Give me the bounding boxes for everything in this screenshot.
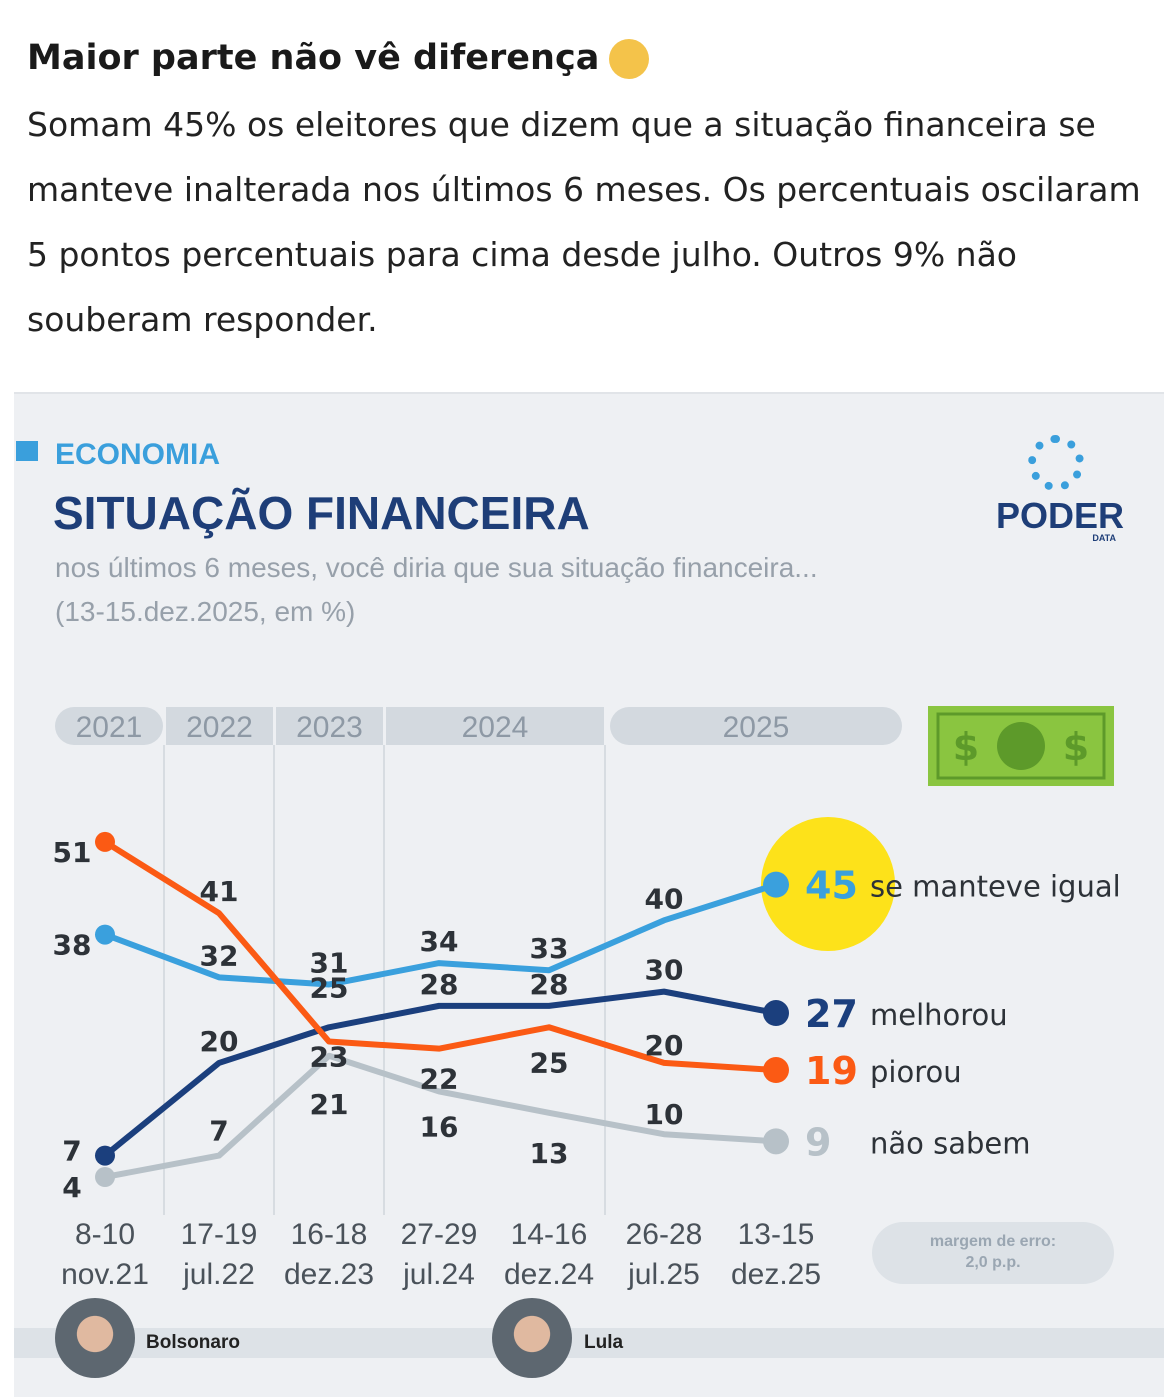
data-label: 20 xyxy=(645,1029,684,1062)
year-band xyxy=(166,707,273,745)
post-text: Maior parte não vê diferença Somam 45% o… xyxy=(27,30,1147,352)
data-label: 16 xyxy=(420,1110,459,1143)
president-name: Bolsonaro xyxy=(146,1332,240,1353)
post-body: Somam 45% os eleitores que dizem que a s… xyxy=(27,105,1141,339)
data-label: 23 xyxy=(310,1041,349,1074)
data-label: 31 xyxy=(310,946,349,979)
data-point xyxy=(763,1000,789,1027)
post-title: Maior parte não vê diferença xyxy=(27,30,1147,86)
margin-of-error: margem de erro: 2,0 p.p. xyxy=(872,1222,1114,1284)
sun-logo-icon xyxy=(1028,435,1084,491)
bolsonaro-avatar xyxy=(55,1298,135,1378)
end-value-label: 9 xyxy=(805,1120,831,1164)
x-tick-label: 16-18 xyxy=(291,1218,368,1251)
year-label: 2022 xyxy=(186,711,253,744)
series-name-label: não sabem xyxy=(870,1126,1031,1160)
x-tick-label: nov.21 xyxy=(61,1258,149,1291)
face-emoji-icon xyxy=(609,39,650,79)
x-tick-label: 17-19 xyxy=(181,1218,258,1251)
dollar-sign: $ xyxy=(1063,725,1089,769)
data-label: 41 xyxy=(200,875,239,908)
series-name-label: piorou xyxy=(870,1055,962,1089)
x-tick-label: 8-10 xyxy=(75,1218,135,1251)
end-value-label: 45 xyxy=(805,864,858,908)
data-label: 10 xyxy=(645,1098,684,1131)
data-label: 7 xyxy=(209,1115,228,1148)
series-line-1 xyxy=(103,988,777,1158)
year-band xyxy=(55,707,163,745)
data-point xyxy=(95,1145,115,1166)
data-label: 13 xyxy=(530,1137,569,1170)
x-tick-label: 26-28 xyxy=(626,1218,703,1251)
year-label: 2025 xyxy=(723,711,790,744)
x-tick-label: dez.23 xyxy=(284,1258,374,1291)
series-line-3 xyxy=(104,1052,777,1180)
data-point xyxy=(763,871,789,898)
series-name-label: se manteve igual xyxy=(870,870,1121,904)
data-label: 20 xyxy=(200,1025,239,1058)
data-label: 51 xyxy=(53,836,92,869)
end-value-label: 19 xyxy=(805,1049,858,1093)
lula-avatar xyxy=(492,1298,572,1378)
year-label: 2023 xyxy=(296,711,363,744)
x-tick-label: 27-29 xyxy=(401,1218,478,1251)
data-point xyxy=(95,831,115,852)
series-name-label: melhorou xyxy=(870,998,1008,1032)
data-label: 25 xyxy=(530,1046,569,1079)
x-tick-label: jul.22 xyxy=(182,1258,255,1291)
data-label: 21 xyxy=(310,1088,349,1121)
year-band xyxy=(386,707,604,745)
year-band xyxy=(276,707,383,745)
poderdata-logo: PODER DATA xyxy=(996,435,1124,543)
data-point xyxy=(763,1128,789,1155)
year-band xyxy=(610,707,902,745)
highlight-circle xyxy=(761,817,895,951)
year-label: 2021 xyxy=(76,711,143,744)
data-label: 7 xyxy=(62,1135,81,1168)
data-label: 28 xyxy=(530,968,569,1001)
data-label: 28 xyxy=(420,968,459,1001)
x-tick-label: jul.24 xyxy=(402,1258,475,1291)
data-label: 38 xyxy=(53,929,92,962)
data-label: 22 xyxy=(420,1063,459,1096)
chart-title: SITUAÇÃO FINANCEIRA xyxy=(53,487,590,539)
x-tick-label: 14-16 xyxy=(511,1218,588,1251)
x-tick-label: dez.25 xyxy=(731,1258,821,1291)
data-label: 34 xyxy=(420,925,459,958)
data-label: 30 xyxy=(645,954,684,987)
data-point xyxy=(95,924,115,945)
data-label: 25 xyxy=(310,971,349,1004)
series-line-2 xyxy=(103,839,777,1074)
year-label: 2024 xyxy=(462,711,529,744)
president-timeline xyxy=(14,1328,1164,1358)
chart-subtitle: nos últimos 6 meses, você diria que sua … xyxy=(55,552,818,627)
series-line-0 xyxy=(103,881,777,988)
data-point xyxy=(95,1167,115,1187)
data-label: 33 xyxy=(530,932,569,965)
x-tick-label: 13-15 xyxy=(738,1218,815,1251)
data-label: 32 xyxy=(200,939,239,972)
data-label: 40 xyxy=(645,882,684,915)
data-point xyxy=(763,1057,789,1084)
section-label: ECONOMIA xyxy=(55,438,220,471)
section-marker xyxy=(16,441,38,461)
data-label: 4 xyxy=(62,1171,81,1204)
x-tick-label: jul.25 xyxy=(627,1258,700,1291)
dollar-sign: $ xyxy=(953,725,979,769)
president-name: Lula xyxy=(584,1332,624,1353)
money-center xyxy=(997,722,1045,770)
money-border xyxy=(936,712,1106,780)
end-value-label: 27 xyxy=(805,992,858,1036)
x-tick-label: dez.24 xyxy=(504,1258,594,1291)
